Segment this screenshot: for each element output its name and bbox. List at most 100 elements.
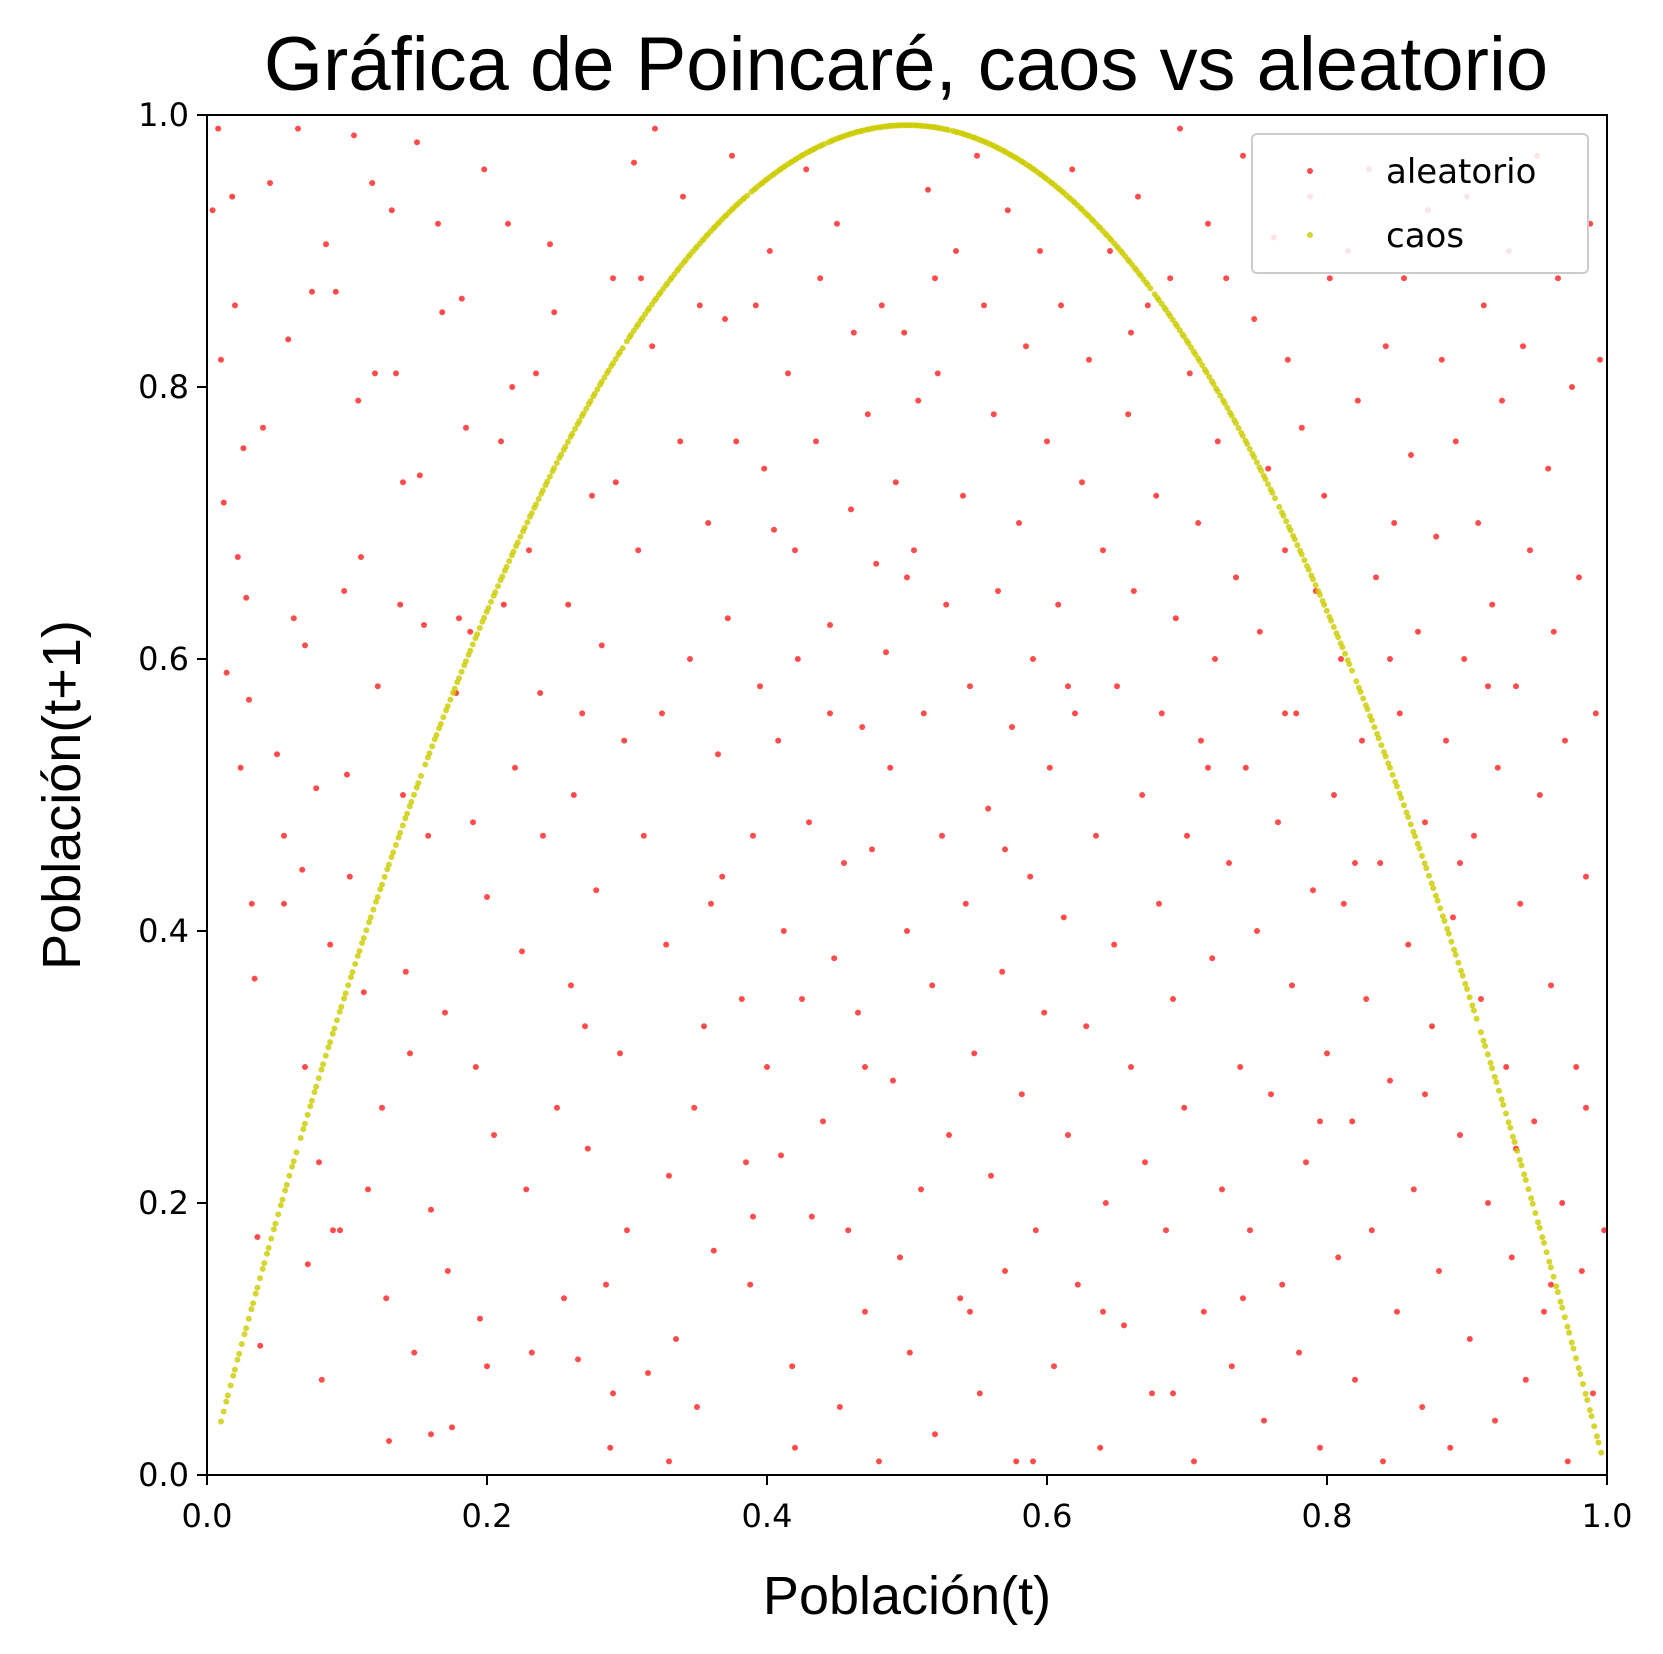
aleatorio-point (302, 1064, 308, 1070)
aleatorio-point (1275, 819, 1281, 826)
aleatorio-point (1485, 1200, 1491, 1206)
caos-point (1256, 464, 1263, 471)
aleatorio-point (906, 1349, 913, 1356)
caos-point (560, 446, 567, 453)
aleatorio-point (299, 866, 306, 873)
aleatorio-point (449, 1424, 455, 1431)
caos-point (1445, 930, 1452, 937)
aleatorio-point (1240, 152, 1246, 159)
caos-point (366, 919, 373, 926)
aleatorio-point (946, 1132, 952, 1138)
caos-point (1448, 938, 1455, 945)
aleatorio-point (1303, 1159, 1309, 1166)
aleatorio-point (1167, 275, 1174, 282)
aleatorio-point (1562, 737, 1568, 744)
aleatorio-point (1289, 982, 1295, 989)
caos-point (429, 743, 436, 750)
caos-point (1315, 588, 1322, 595)
caos-point (250, 1300, 257, 1307)
aleatorio-point (1387, 1077, 1393, 1084)
aleatorio-point (939, 832, 945, 839)
caos-point (1546, 1258, 1553, 1265)
caos-point (524, 519, 531, 526)
aleatorio-point (687, 656, 693, 662)
caos-point (1525, 1186, 1532, 1193)
caos-point (243, 1325, 250, 1332)
caos-point (721, 213, 728, 220)
legend-label-aleatorio: aleatorio (1386, 152, 1536, 192)
aleatorio-point (1009, 724, 1015, 730)
aleatorio-point (234, 554, 241, 560)
aleatorio-point (1578, 1268, 1585, 1274)
aleatorio-point (1072, 710, 1078, 717)
legend: aleatorio caos (1251, 133, 1589, 274)
aleatorio-point (887, 764, 894, 771)
aleatorio-point (598, 642, 605, 649)
aleatorio-point (309, 288, 315, 295)
aleatorio-point (285, 336, 292, 343)
caos-point (626, 334, 633, 341)
caos-point (651, 297, 658, 304)
aleatorio-point (435, 220, 441, 227)
aleatorio-point (1597, 356, 1603, 363)
caos-point (791, 156, 798, 163)
caos-point (1220, 397, 1227, 404)
caos-point (458, 668, 465, 675)
caos-point (307, 1103, 314, 1110)
aleatorio-point (1016, 520, 1022, 526)
caos-point (311, 1089, 318, 1096)
caos-point (583, 405, 590, 412)
y-tick-label: 0.8 (138, 368, 189, 406)
aleatorio-point (290, 615, 297, 622)
aleatorio-point (808, 1213, 815, 1220)
caos-point (597, 381, 604, 388)
plot-background (207, 115, 1607, 1475)
caos-point (1573, 1355, 1579, 1362)
aleatorio-point (708, 900, 714, 907)
caos-point (1276, 503, 1283, 510)
aleatorio-point (915, 397, 922, 404)
caos-point (1493, 1079, 1500, 1086)
caos-point (488, 598, 494, 605)
aleatorio-point (701, 1023, 707, 1030)
y-axis: 0.0 0.2 0.4 0.6 0.8 1.0 (138, 96, 207, 1494)
caos-point (395, 834, 402, 841)
caos-point (1084, 211, 1091, 218)
caos-point (1458, 967, 1464, 974)
aleatorio-point (1065, 683, 1071, 690)
caos-point (1477, 1029, 1484, 1036)
caos-point (301, 1120, 308, 1127)
caos-point (1333, 630, 1340, 637)
aleatorio-point (967, 683, 973, 690)
aleatorio-point (1228, 1363, 1235, 1370)
aleatorio-point (1545, 465, 1552, 472)
caos-point (508, 552, 515, 559)
caos-point (472, 635, 479, 642)
caos-point (1580, 1381, 1586, 1387)
caos-point (1124, 256, 1131, 263)
aleatorio-point (1429, 1023, 1435, 1030)
caos-point (331, 1025, 338, 1032)
caos-point (1416, 845, 1423, 852)
aleatorio-point (1142, 1159, 1148, 1166)
caos-point (1179, 331, 1186, 338)
caos-point (692, 245, 699, 252)
aleatorio-point (1170, 1390, 1176, 1397)
caos-point (1407, 821, 1414, 828)
caos-point (1342, 650, 1348, 657)
caos-point (1528, 1195, 1535, 1202)
caos-point (941, 126, 948, 133)
caos-point (241, 1331, 248, 1338)
aleatorio-point (442, 1009, 448, 1016)
aleatorio-point (533, 370, 539, 377)
aleatorio-point (691, 1104, 698, 1111)
caos-point (265, 1244, 272, 1251)
caos-point (356, 948, 363, 954)
aleatorio-point (1296, 1349, 1302, 1356)
aleatorio-point (1018, 1091, 1025, 1098)
caos-point (1154, 294, 1161, 301)
caos-point (1337, 640, 1344, 647)
caos-point (406, 803, 413, 810)
aleatorio-point (537, 690, 544, 696)
aleatorio-point (1293, 710, 1300, 717)
